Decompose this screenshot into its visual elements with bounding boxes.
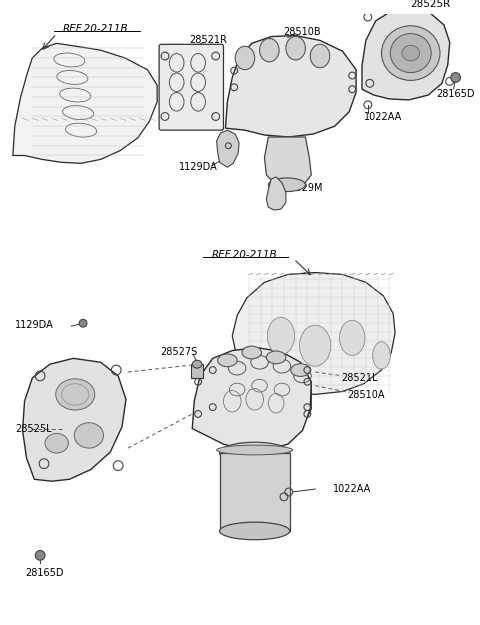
Polygon shape (208, 354, 311, 436)
Bar (192, 364, 203, 378)
Text: 1022AA: 1022AA (333, 484, 371, 494)
Circle shape (79, 319, 87, 327)
Text: 28525L: 28525L (15, 424, 51, 434)
Ellipse shape (291, 364, 310, 376)
Text: 28521R: 28521R (189, 36, 227, 46)
Text: REF.20-211B: REF.20-211B (212, 250, 278, 260)
Polygon shape (13, 43, 157, 163)
Polygon shape (232, 272, 395, 394)
Text: 1129DA: 1129DA (179, 162, 217, 172)
Ellipse shape (192, 360, 202, 368)
Ellipse shape (390, 34, 431, 72)
Ellipse shape (402, 45, 420, 61)
Bar (219, 453, 290, 531)
Polygon shape (23, 358, 126, 481)
Polygon shape (362, 9, 450, 100)
Ellipse shape (235, 46, 255, 69)
Ellipse shape (382, 26, 440, 81)
Ellipse shape (372, 342, 390, 369)
Ellipse shape (286, 36, 305, 60)
Ellipse shape (300, 325, 331, 366)
Circle shape (35, 551, 45, 560)
Ellipse shape (219, 522, 290, 540)
Ellipse shape (266, 351, 286, 364)
Ellipse shape (216, 445, 293, 455)
Ellipse shape (56, 379, 95, 410)
Ellipse shape (260, 39, 279, 62)
Circle shape (451, 72, 460, 82)
Ellipse shape (268, 178, 305, 192)
Text: 28165D: 28165D (436, 89, 475, 99)
Text: 28510A: 28510A (347, 391, 384, 401)
Text: 28521L: 28521L (341, 373, 377, 383)
Text: 28529M: 28529M (284, 182, 323, 192)
Ellipse shape (310, 44, 330, 68)
FancyBboxPatch shape (159, 44, 224, 130)
Text: 28525R: 28525R (410, 0, 450, 9)
Ellipse shape (267, 318, 295, 354)
Polygon shape (264, 137, 311, 187)
Polygon shape (266, 177, 286, 210)
Text: 28527S: 28527S (160, 348, 197, 358)
Ellipse shape (74, 422, 104, 448)
Ellipse shape (242, 346, 262, 359)
Ellipse shape (45, 434, 69, 453)
Ellipse shape (219, 442, 290, 464)
Text: 28165D: 28165D (25, 568, 63, 578)
Text: 28510B: 28510B (284, 27, 321, 37)
Text: 1129DA: 1129DA (15, 320, 54, 330)
Ellipse shape (217, 354, 237, 367)
Text: 1022AA: 1022AA (364, 112, 403, 123)
Ellipse shape (339, 321, 365, 356)
Polygon shape (192, 348, 311, 450)
Polygon shape (216, 130, 239, 168)
Text: REF.20-211B: REF.20-211B (63, 24, 129, 34)
Polygon shape (226, 36, 356, 137)
